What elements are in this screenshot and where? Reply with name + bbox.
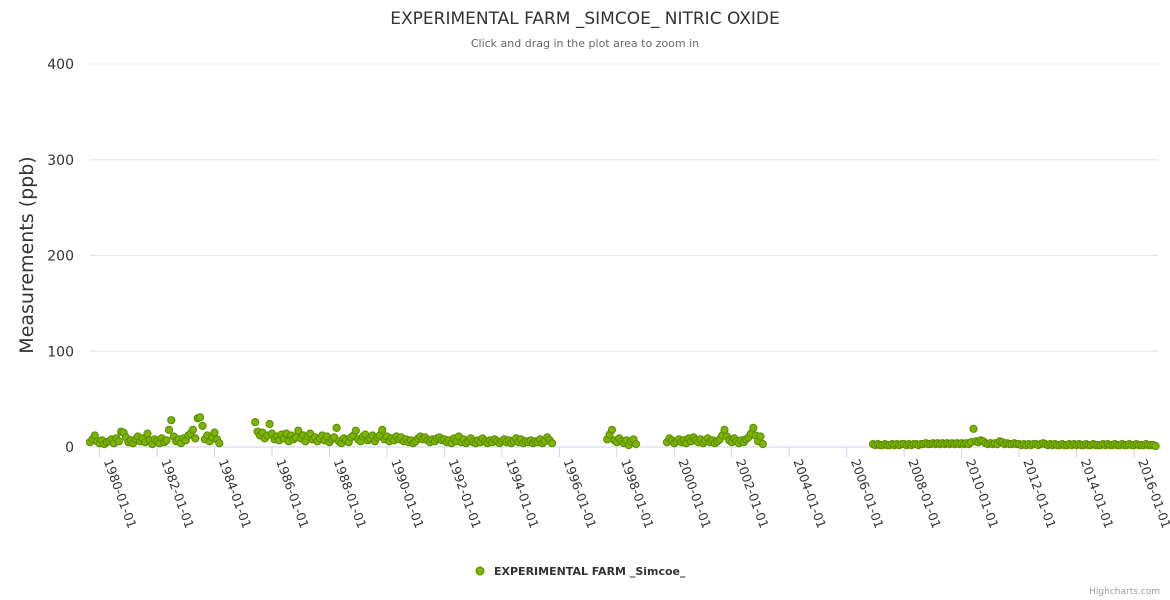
x-tick-label: 1982-01-01 (158, 457, 197, 530)
x-tick-label: 2014-01-01 (1078, 457, 1117, 530)
data-point[interactable] (188, 425, 197, 434)
data-point[interactable] (210, 428, 219, 437)
y-tick-label: 200 (47, 249, 74, 265)
x-tick-label: 2000-01-01 (675, 457, 714, 530)
data-point[interactable] (265, 419, 274, 429)
legend-marker[interactable] (475, 566, 485, 576)
x-tick-label: 2016-01-01 (1135, 457, 1170, 530)
chart-subtitle: Click and drag in the plot area to zoom … (471, 37, 699, 50)
x-tick-label: 1996-01-01 (561, 457, 600, 530)
gridlines (90, 63, 1158, 448)
legend[interactable]: EXPERIMENTAL FARM _Simcoe_ (475, 565, 686, 578)
scatter-series[interactable] (85, 413, 1160, 451)
data-point[interactable] (162, 436, 171, 445)
data-point[interactable] (251, 418, 260, 427)
data-point[interactable] (758, 440, 768, 449)
data-point[interactable] (378, 425, 387, 434)
y-tick-label: 400 (47, 57, 74, 73)
data-point[interactable] (196, 413, 205, 422)
data-point[interactable] (756, 432, 765, 441)
x-tick-label: 1980-01-01 (101, 457, 140, 530)
data-point[interactable] (631, 440, 641, 449)
x-tick-label: 2012-01-01 (1020, 457, 1059, 530)
data-point[interactable] (143, 429, 152, 438)
legend-item-label[interactable]: EXPERIMENTAL FARM _Simcoe_ (494, 565, 686, 578)
x-tick-label: 1990-01-01 (388, 457, 427, 530)
x-tick-label: 2010-01-01 (963, 457, 1002, 530)
x-axis-tick-labels: 1980-01-01 1982-01-01 1984-01-01 1986-01-01… (99, 447, 1170, 530)
data-point[interactable] (167, 416, 176, 425)
chart-title: EXPERIMENTAL FARM _SIMCOE_ NITRIC OXIDE (390, 9, 780, 29)
x-tick-label: 2008-01-01 (905, 457, 944, 530)
x-tick-label: 1998-01-01 (618, 457, 657, 530)
data-point[interactable] (548, 439, 557, 448)
x-tick-label: 1986-01-01 (273, 457, 312, 530)
data-point[interactable] (351, 426, 360, 435)
x-tick-label: 1984-01-01 (216, 457, 255, 530)
y-tick-label: 0 (65, 440, 74, 456)
data-point[interactable] (114, 437, 123, 446)
x-tick-label: 2002-01-01 (733, 457, 772, 530)
data-point[interactable] (198, 421, 207, 430)
data-point[interactable] (969, 424, 978, 433)
y-axis-title: Measurements (ppb) (16, 156, 38, 353)
x-tick-label: 1994-01-01 (503, 457, 542, 530)
x-tick-label: 2006-01-01 (848, 457, 887, 530)
y-tick-label: 100 (47, 344, 74, 360)
y-axis-tick-labels: 0 100 200 300 400 (47, 57, 74, 456)
data-point[interactable] (191, 434, 200, 443)
data-point[interactable] (720, 425, 729, 434)
x-tick-label: 1992-01-01 (446, 457, 485, 530)
data-point[interactable] (294, 426, 303, 435)
data-point[interactable] (749, 423, 758, 432)
credits-link[interactable]: Highcharts.com (1089, 587, 1160, 597)
x-tick-label: 1988-01-01 (331, 457, 370, 530)
data-point[interactable] (1151, 441, 1160, 451)
data-point[interactable] (607, 425, 617, 434)
y-tick-label: 300 (47, 153, 74, 169)
data-point[interactable] (215, 439, 224, 448)
x-tick-label: 2004-01-01 (790, 457, 829, 530)
data-point[interactable] (164, 425, 174, 434)
data-point[interactable] (332, 423, 341, 432)
